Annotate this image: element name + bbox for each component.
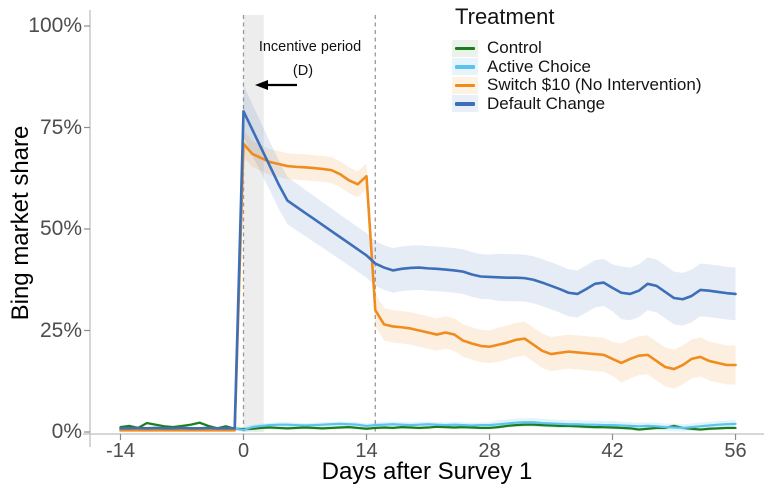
incentive-period-band bbox=[243, 15, 264, 432]
legend-key-swatch bbox=[452, 76, 478, 94]
y-tick-label: 50% bbox=[39, 217, 82, 240]
legend-item-control: Control bbox=[452, 38, 702, 58]
x-tick-label: 28 bbox=[478, 440, 501, 462]
annotation-incentive-period-line1: Incentive period bbox=[258, 39, 362, 55]
legend-key-swatch bbox=[452, 39, 478, 57]
legend-items: Control Active Choice Switch $10 (No Inter… bbox=[452, 38, 702, 114]
legend-item-active-choice: Active Choice bbox=[452, 56, 702, 77]
legend-item-switch-10-no-intervention: Switch $10 (No Intervention) bbox=[452, 75, 702, 95]
legend-title: Treatment bbox=[455, 4, 555, 29]
legend-item-label: Active Choice bbox=[487, 56, 591, 76]
x-tick-label: 14 bbox=[355, 440, 378, 462]
legend-item-label: Default Change bbox=[487, 93, 606, 113]
legend-item-label: Switch $10 (No Intervention) bbox=[487, 75, 702, 95]
y-tick-label: 75% bbox=[39, 115, 82, 139]
series-line-default-change bbox=[119, 109, 737, 430]
legend-key-line bbox=[455, 102, 475, 106]
y-tick-label: 100% bbox=[28, 14, 82, 37]
legend-key-line bbox=[455, 65, 475, 69]
legend-item-default-change: Default Change bbox=[452, 93, 702, 114]
ribbon-default-change bbox=[120, 84, 736, 430]
annotation-incentive-period-line2: (D) bbox=[292, 63, 314, 79]
legend-key-swatch bbox=[452, 58, 478, 76]
x-tick-label: -14 bbox=[106, 440, 135, 462]
legend-key-swatch bbox=[452, 95, 478, 113]
legend-item-label: Control bbox=[487, 38, 542, 58]
x-tick-label: 42 bbox=[601, 440, 624, 462]
x-axis-title: Days after Survey 1 bbox=[321, 458, 533, 485]
legend-key-line bbox=[455, 46, 475, 50]
series-line-switch-10-no-intervention bbox=[119, 142, 737, 432]
y-tick-label: 0% bbox=[51, 420, 82, 443]
series-line-control bbox=[119, 421, 737, 431]
legend: Treatment Control Active Choice Switch $10… bbox=[452, 4, 702, 113]
legend-key-line bbox=[455, 83, 475, 87]
x-tick-label: 0 bbox=[237, 440, 250, 462]
ribbon-switch-10-no-intervention bbox=[120, 130, 736, 432]
x-tick-label: 56 bbox=[724, 440, 747, 462]
y-tick-label: 25% bbox=[39, 318, 82, 342]
annotation-arrow-head bbox=[255, 80, 268, 90]
